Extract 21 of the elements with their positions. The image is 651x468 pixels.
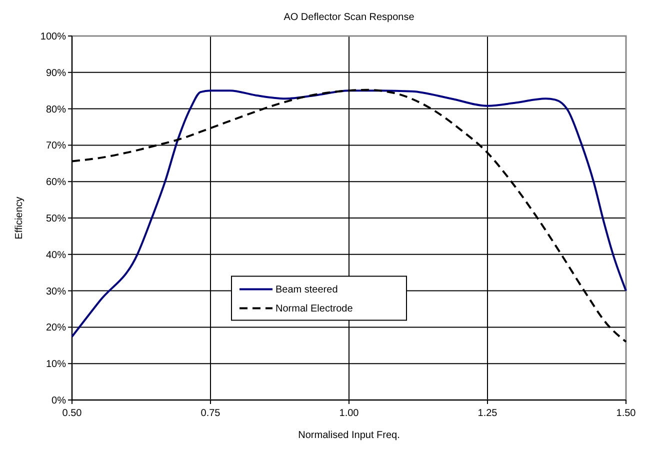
y-tick-label: 50% bbox=[46, 214, 66, 224]
y-tick-label: 10% bbox=[46, 359, 66, 370]
y-tick-label: 20% bbox=[46, 322, 66, 334]
y-tick-label: 80% bbox=[46, 104, 66, 116]
legend-label: Normal Electrode bbox=[276, 304, 354, 315]
x-tick-label: 1.50 bbox=[616, 408, 636, 419]
y-axis-title: Efficiency bbox=[14, 196, 25, 240]
y-tick-label: 30% bbox=[46, 286, 66, 298]
x-tick-label: 0.75 bbox=[200, 408, 221, 419]
y-tick-label: 70% bbox=[46, 140, 66, 152]
y-tick-label: 0% bbox=[52, 396, 66, 406]
y-tick-label: 100% bbox=[40, 32, 66, 42]
x-tick-label: 0.50 bbox=[62, 408, 82, 419]
x-tick-label: 1.25 bbox=[478, 408, 498, 419]
chart-title: AO Deflector Scan Response bbox=[284, 12, 415, 23]
x-tick-label: 1.00 bbox=[339, 408, 360, 419]
y-tick-label: 40% bbox=[46, 250, 66, 261]
x-axis-title: Normalised Input Freq. bbox=[298, 430, 400, 441]
y-tick-label: 90% bbox=[46, 68, 66, 79]
y-tick-label: 60% bbox=[46, 177, 66, 188]
legend-label: Beam steered bbox=[276, 284, 338, 296]
